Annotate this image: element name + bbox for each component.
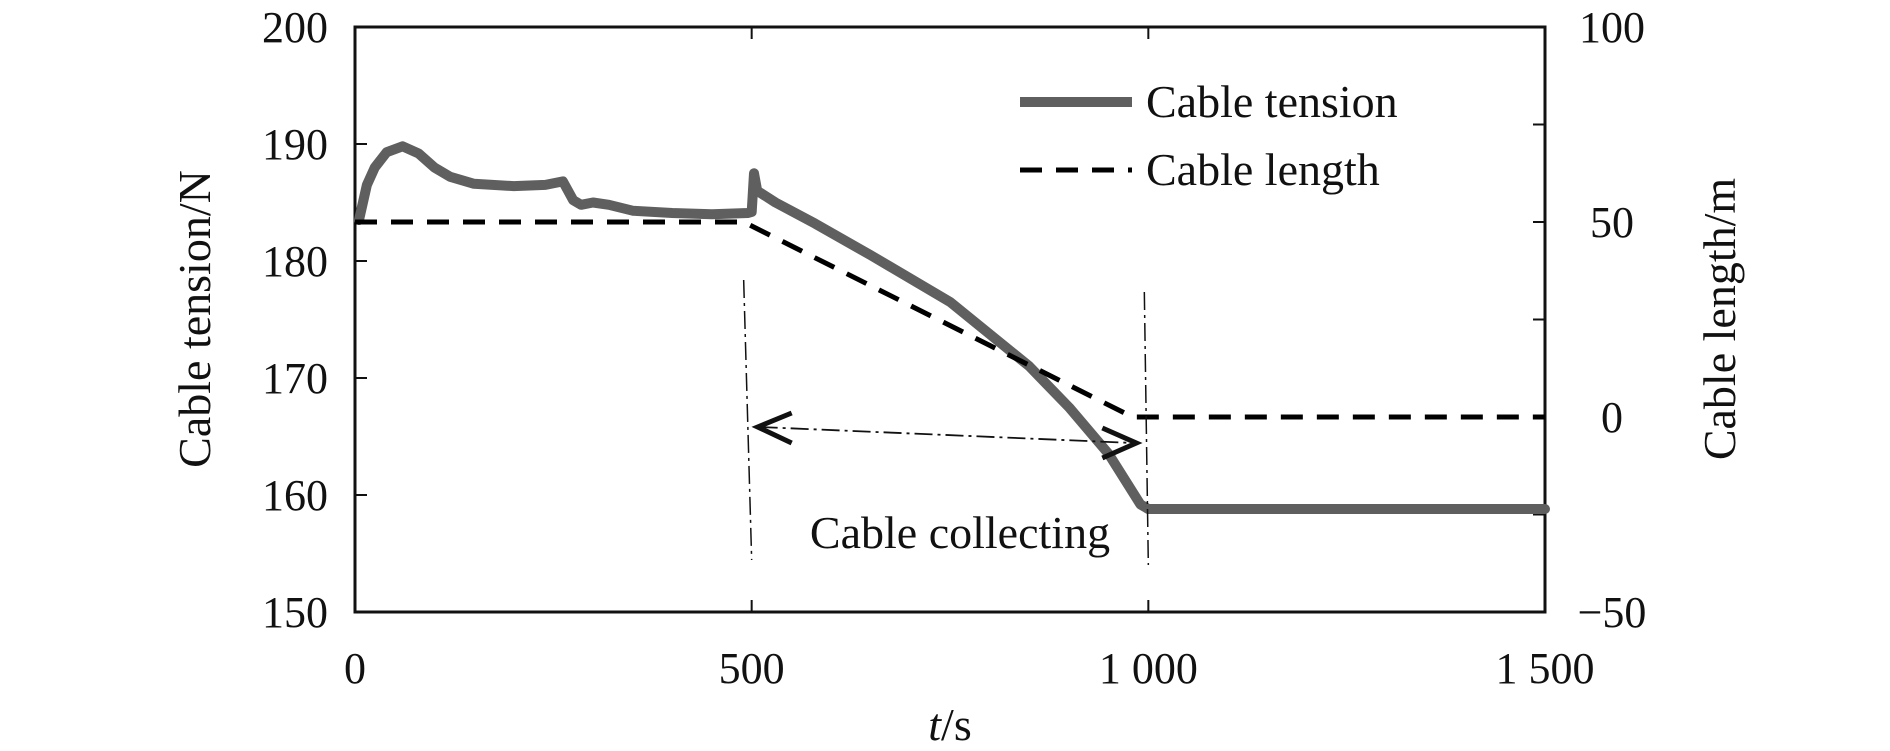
- y-right-tick-label: 0: [1601, 393, 1623, 442]
- series-line-cable-length: [355, 219, 1545, 420]
- annotation-arrowhead-left: [751, 410, 793, 446]
- y-left-tick-label: 160: [262, 471, 328, 520]
- legend-label-length: Cable length: [1146, 144, 1380, 195]
- legend: Cable tension Cable length: [1020, 76, 1398, 195]
- y-left-tick-label: 170: [262, 354, 328, 403]
- y-right-tick-label: −50: [1578, 588, 1647, 637]
- annotation-arrowhead-right: [1101, 425, 1143, 461]
- x-tick-label: 0: [344, 644, 366, 693]
- chart-marks: [354, 141, 1550, 514]
- y-right-axis-title: Cable length/m: [1694, 178, 1745, 461]
- series-line-cable-tension: [354, 141, 1550, 514]
- x-axis-variable: t: [928, 699, 942, 750]
- annotation-group: Cable collecting: [742, 279, 1150, 566]
- x-axis-title: t/s: [928, 699, 971, 750]
- annotation-line-start: [742, 279, 753, 561]
- axis-ticks: 0 500 1 000 1 500 150 160 170 180 190 200 −50 0 50 10…: [262, 3, 1646, 693]
- x-axis-unit: /s: [941, 699, 972, 750]
- x-tick-label: 500: [719, 644, 785, 693]
- legend-label-tension: Cable tension: [1146, 76, 1398, 127]
- x-tick-label: 1 000: [1099, 644, 1198, 693]
- y-left-tick-label: 200: [262, 3, 328, 52]
- y-right-tick-label: 100: [1579, 3, 1645, 52]
- y-left-tick-label: 190: [262, 120, 328, 169]
- annotation-label: Cable collecting: [810, 507, 1110, 558]
- y-left-tick-label: 180: [262, 237, 328, 286]
- y-left-tick-label: 150: [262, 588, 328, 637]
- y-right-tick-label: 50: [1590, 198, 1634, 247]
- annotation-line-end: [1143, 291, 1150, 566]
- y-left-axis-title: Cable tension/N: [169, 170, 220, 468]
- x-tick-label: 1 500: [1496, 644, 1595, 693]
- annotation-arrow-shaft: [759, 426, 1134, 444]
